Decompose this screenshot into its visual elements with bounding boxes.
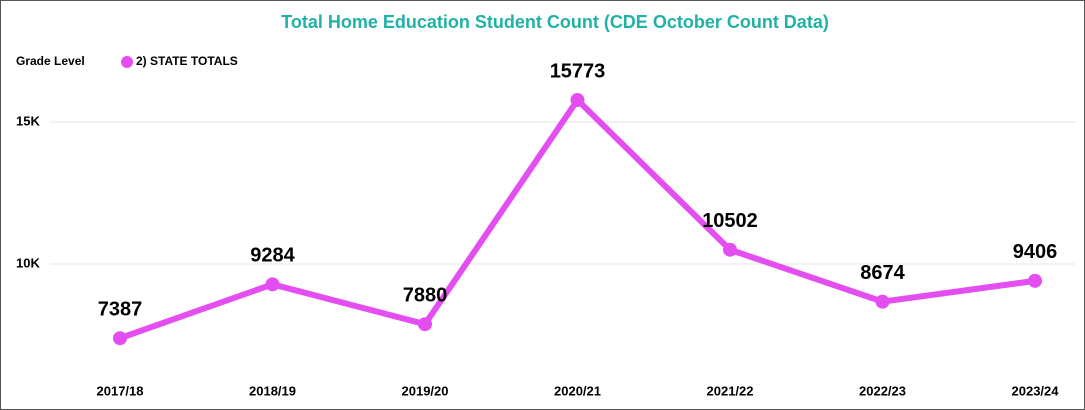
data-label: 7880 — [403, 284, 448, 306]
x-tick-label: 2021/22 — [707, 383, 754, 398]
x-tick-label: 2023/24 — [1012, 383, 1060, 398]
point — [265, 277, 280, 292]
point — [113, 331, 127, 346]
x-tick-label: 2019/20 — [402, 383, 449, 398]
x-tick-label: 2017/18 — [97, 383, 144, 398]
y-tick-label: 15K — [16, 113, 40, 128]
legend-marker — [121, 56, 133, 68]
point — [1028, 273, 1042, 288]
point — [418, 317, 432, 332]
data-label: 9284 — [250, 245, 295, 267]
point — [875, 294, 890, 309]
y-tick-label: 10K — [16, 255, 40, 270]
point — [723, 242, 737, 257]
data-label: 8674 — [860, 262, 905, 284]
data-label: 7387 — [98, 298, 143, 320]
legend-label: 2) STATE TOTALS — [136, 54, 238, 68]
chart-title: Total Home Education Student Count (CDE … — [281, 12, 829, 32]
data-label: 15773 — [550, 60, 606, 82]
legend-title: Grade Level — [16, 54, 85, 68]
point — [570, 93, 585, 108]
data-label: 9406 — [1013, 241, 1058, 263]
x-tick-label: 2020/21 — [554, 383, 601, 398]
x-tick-label: 2018/19 — [249, 383, 296, 398]
data-label: 10502 — [702, 210, 758, 232]
x-tick-label: 2022/23 — [859, 383, 906, 398]
